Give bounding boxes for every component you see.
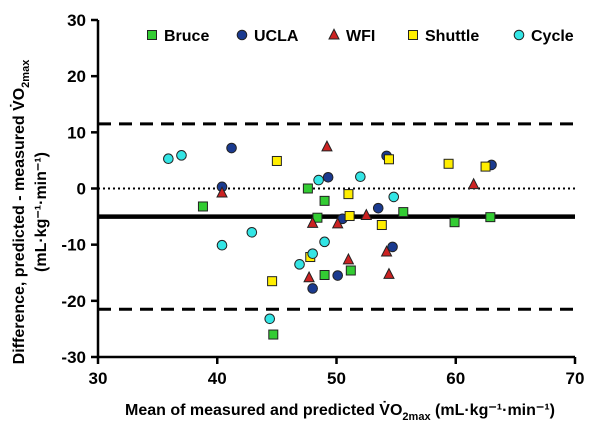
legend-label-wfi: WFI (346, 28, 375, 45)
legend-item-cycle: Cycle (513, 28, 574, 45)
x-axis-label-sub: 2max (402, 411, 431, 423)
point-ucla (322, 171, 334, 183)
x-tick-label: 40 (208, 369, 227, 388)
point-wfi (321, 140, 333, 152)
reference-lines (98, 122, 575, 311)
point-ucla (307, 283, 318, 294)
point-cycle (307, 248, 318, 259)
axes: -30 -20 -10 0 10 20 30 30 40 50 60 70 (61, 11, 584, 388)
point-cycle (216, 239, 228, 251)
legend-marker-shuttle (408, 30, 418, 40)
point-wfi (216, 186, 228, 198)
point-wfi (303, 270, 315, 283)
legend: Bruce UCLA WFI Shuttle Cycle (147, 28, 574, 45)
point-bruce (302, 183, 313, 194)
point-bruce (268, 329, 279, 340)
point-bruce (485, 212, 496, 223)
legend-item-bruce: Bruce (147, 28, 209, 45)
point-shuttle (480, 161, 491, 172)
y-axis-label: Difference, predicted - measured V̇O2max… (10, 59, 50, 365)
y-axis-label-line1: Difference, predicted - measured V̇O (10, 88, 28, 365)
point-wfi (467, 177, 480, 190)
point-cycle (176, 150, 187, 161)
point-wfi (331, 216, 344, 229)
data-points (163, 140, 497, 340)
point-ucla (372, 202, 384, 214)
point-ucla (332, 270, 343, 281)
legend-label-ucla: UCLA (254, 28, 299, 45)
legend-marker-wfi (328, 28, 340, 40)
point-shuttle (376, 220, 387, 231)
legend-label-shuttle: Shuttle (425, 28, 479, 45)
point-wfi (342, 252, 355, 265)
point-bruce (197, 201, 208, 212)
legend-item-ucla: UCLA (236, 28, 299, 45)
point-cycle (163, 153, 174, 165)
legend-marker-ucla (236, 29, 248, 41)
y-tick-label: -30 (61, 348, 86, 367)
point-shuttle (443, 158, 454, 169)
point-shuttle (344, 211, 355, 222)
legend-label-bruce: Bruce (164, 28, 209, 45)
point-cycle (319, 236, 330, 248)
point-wfi (383, 267, 395, 279)
y-axis-label-sub: 2max (20, 59, 32, 88)
legend-item-shuttle: Shuttle (408, 28, 479, 45)
y-tick-label: 0 (77, 180, 86, 199)
x-tick-label: 60 (446, 369, 465, 388)
x-tick-label: 70 (566, 369, 585, 388)
y-axis-label-line2: (mL·kg⁻¹·min⁻¹) (33, 152, 50, 272)
point-cycle (388, 191, 400, 203)
x-axis-label: Mean of measured and predicted V̇O2max (… (125, 401, 555, 423)
x-tick-label: 30 (89, 369, 108, 388)
svg-text:Difference, predicted - measur: Difference, predicted - measured V̇O2max (10, 59, 32, 365)
point-ucla (226, 142, 237, 154)
x-axis-label-text: Mean of measured and predicted V̇O (125, 401, 402, 419)
y-tick-label: 20 (67, 67, 86, 86)
point-shuttle (383, 154, 394, 165)
legend-label-cycle: Cycle (531, 28, 574, 45)
legend-marker-cycle (513, 29, 525, 41)
point-bruce (319, 195, 330, 206)
point-wfi (360, 208, 373, 220)
y-tick-label: 30 (67, 11, 86, 30)
y-tick-label: -20 (61, 292, 86, 311)
point-cycle (294, 259, 305, 270)
y-tick-label: 10 (67, 123, 86, 142)
x-tick-label: 50 (327, 369, 346, 388)
point-bruce (345, 265, 356, 276)
legend-item-wfi: WFI (328, 28, 375, 45)
point-cycle (264, 313, 276, 325)
point-bruce (449, 217, 460, 228)
point-cycle (313, 174, 324, 186)
point-wfi (306, 216, 319, 228)
point-cycle (355, 171, 366, 183)
point-bruce (319, 269, 330, 280)
point-shuttle (343, 189, 354, 200)
point-shuttle (271, 155, 282, 166)
point-wfi (380, 245, 393, 257)
point-ucla (387, 241, 398, 253)
point-shuttle (267, 276, 278, 287)
legend-marker-bruce (147, 30, 157, 40)
y-tick-label: -10 (61, 236, 86, 255)
point-cycle (246, 227, 258, 238)
point-bruce (398, 207, 409, 218)
x-axis-label-unit: (mL·kg⁻¹·min⁻¹) (431, 402, 555, 419)
